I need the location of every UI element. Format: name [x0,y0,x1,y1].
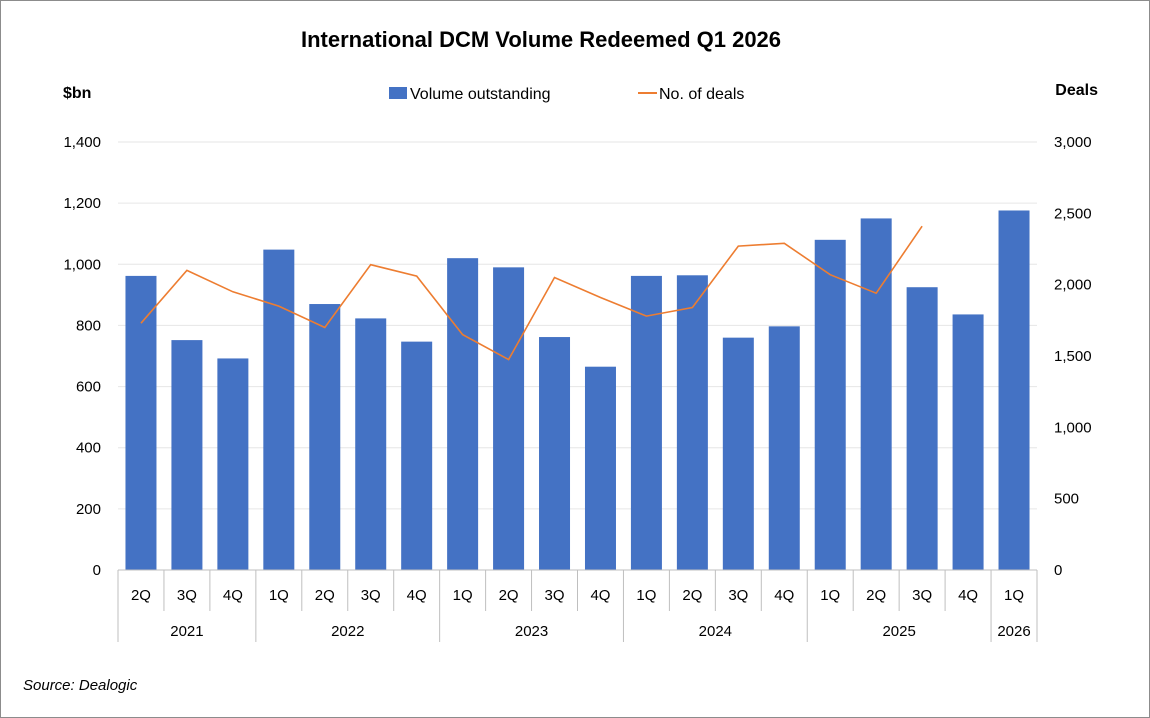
x-tick-label: 2Q [682,587,702,604]
x-tick-label: 3Q [361,587,381,604]
volume-bar [768,326,800,570]
legend: Volume outstanding No. of deals [389,86,744,103]
y-tick-label: 200 [76,501,101,518]
year-label: 2023 [515,623,548,640]
y-tick-label: 600 [76,379,101,396]
volume-bar [998,210,1030,571]
x-tick-label: 2Q [499,587,519,604]
year-label: 2025 [882,623,915,640]
volume-bar [539,337,571,570]
y-axis-ticks: 0 200 400 600 800 1,000 1,200 1,400 [63,134,101,579]
volume-bar [814,239,846,571]
volume-bar [952,314,984,570]
volume-bar [171,340,203,570]
y2-axis-title: Deals [1055,82,1098,99]
chart-title: International DCM Volume Redeemed Q1 202… [301,27,781,52]
volume-bar [676,275,708,570]
volume-bar [263,249,295,570]
y2-tick-label: 3,000 [1054,134,1092,151]
y-tick-label: 1,000 [63,256,101,273]
x-tick-label: 1Q [636,587,656,604]
y-tick-label: 1,200 [63,195,101,212]
y-axis-title: $bn [63,85,91,102]
x-tick-label: 3Q [545,587,565,604]
x-tick-label: 1Q [820,587,840,604]
year-label: 2022 [331,623,364,640]
x-tick-label: 3Q [728,587,748,604]
y2-tick-label: 2,000 [1054,277,1092,294]
y2-axis-ticks: 0 500 1,000 1,500 2,000 2,500 3,000 [1054,134,1092,579]
x-tick-label: 1Q [1004,587,1024,604]
y-tick-label: 800 [76,317,101,334]
y2-tick-label: 500 [1054,491,1079,508]
x-tick-label: 4Q [958,587,978,604]
x-tick-label: 3Q [177,587,197,604]
volume-bar [860,218,892,570]
deals-series-line [140,225,923,361]
y2-tick-label: 2,500 [1054,205,1092,222]
x-tick-label: 4Q [407,587,427,604]
x-axis: 2Q 3Q 4Q 1Q 2Q 3Q 4Q 1Q 2Q 3Q 4Q 1Q 2Q 3Q 4Q 1Q 2Q 3Q 4Q 1Q… [117,569,1038,642]
y2-tick-label: 0 [1054,562,1062,579]
gridlines [118,141,1037,510]
x-tick-label: 4Q [590,587,610,604]
x-tick-label: 2Q [866,587,886,604]
volume-bar [309,304,341,570]
x-tick-label: 4Q [774,587,794,604]
volume-bar [355,318,387,570]
y2-tick-label: 1,500 [1054,348,1092,365]
x-tick-label: 3Q [912,587,932,604]
source-note: Source: Dealogic [23,677,138,694]
x-tick-label: 2Q [131,587,151,604]
deals-line [140,225,923,361]
x-tick-label: 2Q [315,587,335,604]
x-tick-label: 1Q [269,587,289,604]
volume-bar [447,258,479,570]
volume-bar [584,366,616,570]
y-tick-label: 0 [93,562,101,579]
volume-bar [401,341,433,570]
y2-tick-label: 1,000 [1054,419,1092,436]
volume-bar [493,267,525,570]
year-label: 2021 [170,623,203,640]
volume-bar [125,275,157,570]
year-label: 2024 [699,623,732,640]
legend-swatch-volume [389,87,407,99]
volume-bars [125,210,1030,571]
volume-bar [906,287,938,570]
volume-bar [722,337,754,570]
y-tick-label: 1,400 [63,134,101,151]
legend-label-deals: No. of deals [659,86,744,103]
x-tick-label: 4Q [223,587,243,604]
volume-bar [217,358,249,570]
x-tick-label: 1Q [453,587,473,604]
year-label: 2026 [997,623,1030,640]
y-tick-label: 400 [76,440,101,457]
legend-label-volume: Volume outstanding [410,86,551,103]
volume-bar [630,275,662,570]
